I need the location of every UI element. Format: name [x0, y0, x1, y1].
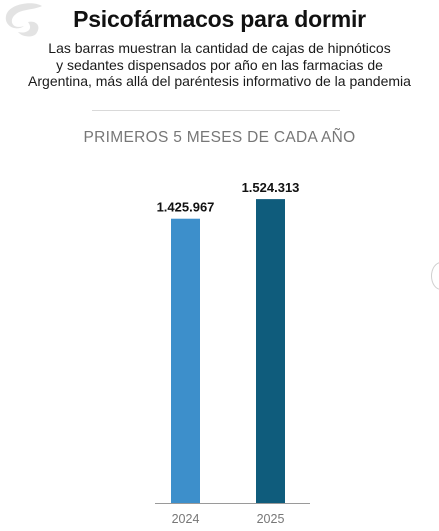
page-title: Psicofármacos para dormir — [73, 6, 366, 32]
subtitle-line: Las barras muestran la cantidad de cajas… — [48, 40, 391, 56]
bar-2025 — [256, 199, 285, 503]
header-divider — [92, 110, 340, 111]
subtitle-line: Argentina, más allá del paréntesis infor… — [28, 73, 411, 89]
bar-2024 — [171, 218, 200, 503]
category-label: 2025 — [257, 512, 285, 526]
chart-title: PRIMEROS 5 MESES DE CADA AÑO — [83, 129, 356, 146]
subtitle-line: y sedantes dispensados por año en las fa… — [56, 56, 383, 73]
brand-logo-icon — [5, 3, 42, 37]
page-subtitle: Las barras muestran la cantidad de cajas… — [0, 40, 439, 90]
bar-value-label: 1.425.967 — [157, 200, 215, 215]
bar-value-label: 1.524.313 — [242, 180, 300, 195]
category-label: 2024 — [172, 512, 200, 526]
